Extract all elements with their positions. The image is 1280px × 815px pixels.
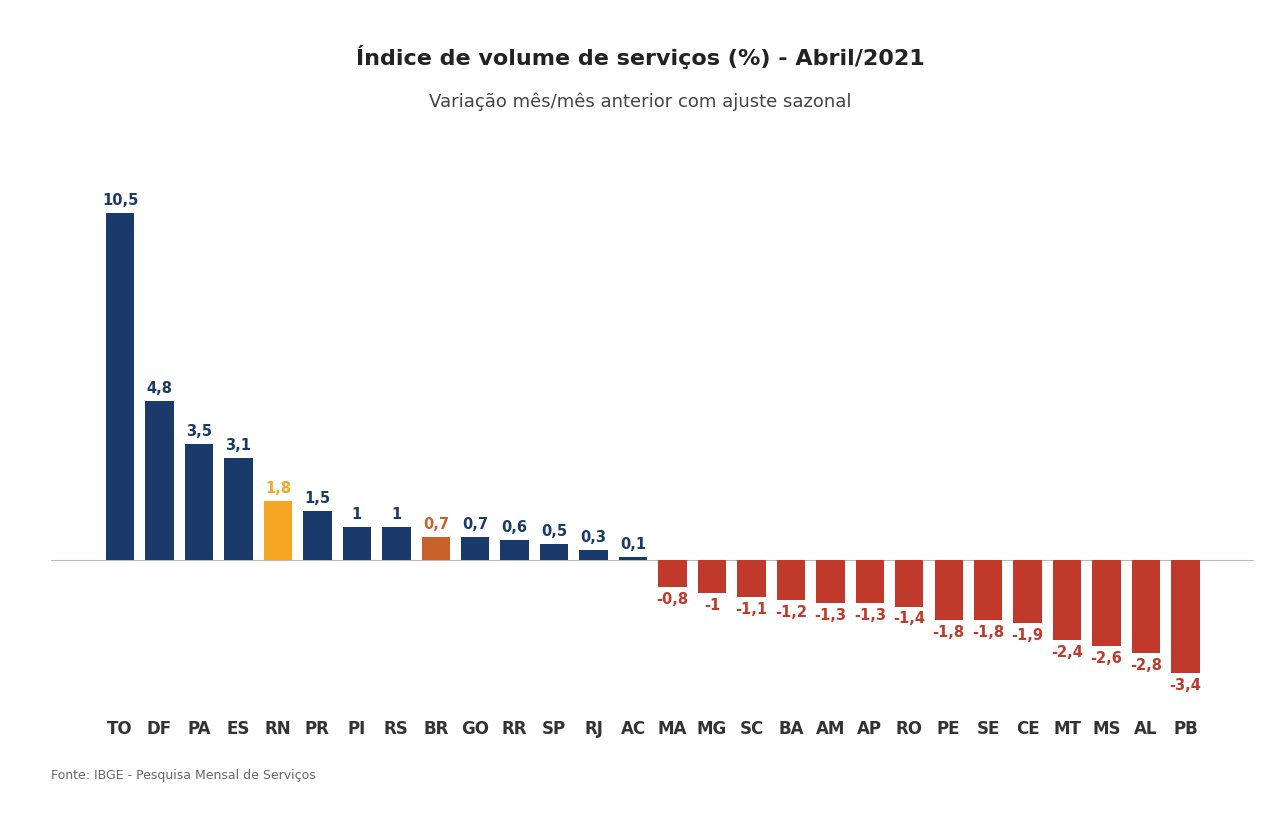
Text: 0,5: 0,5	[541, 524, 567, 539]
Bar	[817, 560, 845, 603]
Bar	[1092, 560, 1121, 646]
Text: 3,5: 3,5	[186, 425, 212, 439]
Bar	[303, 510, 332, 560]
Bar	[383, 527, 411, 560]
Bar	[421, 537, 451, 560]
Text: -1,3: -1,3	[854, 608, 886, 623]
Text: -2,4: -2,4	[1051, 645, 1083, 659]
Bar	[737, 560, 765, 597]
Text: -0,8: -0,8	[657, 592, 689, 606]
Bar	[1132, 560, 1160, 653]
Bar	[540, 544, 568, 560]
Bar	[106, 213, 134, 560]
Text: 4,8: 4,8	[146, 381, 173, 396]
Text: Fonte: IBGE - Pesquisa Mensal de Serviços: Fonte: IBGE - Pesquisa Mensal de Serviço…	[51, 769, 316, 782]
Bar	[500, 540, 529, 560]
Text: -1: -1	[704, 598, 721, 613]
Bar	[895, 560, 923, 606]
Bar	[224, 458, 252, 560]
Bar	[146, 402, 174, 560]
Bar	[777, 560, 805, 600]
Text: 0,7: 0,7	[462, 517, 488, 532]
Bar	[343, 527, 371, 560]
Text: 3,1: 3,1	[225, 438, 251, 452]
Text: -1,4: -1,4	[893, 611, 925, 627]
Text: 1,5: 1,5	[305, 491, 330, 505]
Bar	[580, 550, 608, 560]
Bar	[934, 560, 963, 619]
Text: -1,8: -1,8	[972, 624, 1005, 640]
Text: 1: 1	[392, 507, 402, 522]
Text: 1: 1	[352, 507, 362, 522]
Text: -3,4: -3,4	[1170, 677, 1202, 693]
Bar	[184, 444, 214, 560]
Text: -1,3: -1,3	[814, 608, 846, 623]
Bar	[264, 500, 292, 560]
Text: -1,2: -1,2	[774, 605, 806, 620]
Text: Variação mês/mês anterior com ajuste sazonal: Variação mês/mês anterior com ajuste saz…	[429, 93, 851, 111]
Bar	[1014, 560, 1042, 623]
Bar	[1053, 560, 1082, 640]
Text: 10,5: 10,5	[102, 193, 138, 208]
Text: 0,1: 0,1	[620, 537, 646, 552]
Text: 0,3: 0,3	[581, 531, 607, 545]
Bar	[618, 557, 648, 560]
Text: -2,8: -2,8	[1130, 658, 1162, 672]
Text: -1,1: -1,1	[736, 601, 768, 616]
Bar	[698, 560, 726, 593]
Bar	[974, 560, 1002, 619]
Text: 1,8: 1,8	[265, 481, 291, 496]
Text: -2,6: -2,6	[1091, 651, 1123, 666]
Bar	[1171, 560, 1199, 672]
Text: -1,8: -1,8	[933, 624, 965, 640]
Text: Índice de volume de serviços (%) - Abril/2021: Índice de volume de serviços (%) - Abril…	[356, 45, 924, 69]
Bar	[855, 560, 884, 603]
Text: -1,9: -1,9	[1011, 628, 1043, 643]
Text: 0,6: 0,6	[502, 521, 527, 535]
Bar	[658, 560, 687, 587]
Text: 0,7: 0,7	[422, 517, 449, 532]
Bar	[461, 537, 489, 560]
